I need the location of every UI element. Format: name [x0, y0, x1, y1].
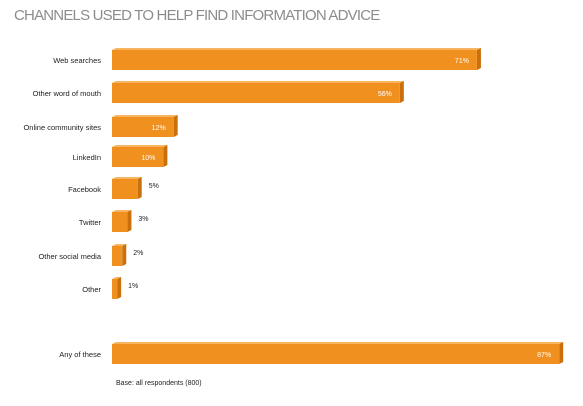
category-label: Other word of mouth [33, 89, 101, 98]
category-label: Other [82, 285, 101, 294]
bar [112, 279, 118, 299]
bar-side-face [476, 48, 481, 70]
bar [112, 117, 174, 137]
category-label: Online community sites [23, 123, 101, 132]
bar-side-face [117, 277, 122, 299]
bar [112, 344, 560, 364]
bar-top-face [112, 277, 122, 279]
bar-side-face [399, 81, 404, 103]
bar [112, 179, 138, 199]
value-label: 10% [141, 155, 155, 162]
chart-title: CHANNELS USED TO HELP FIND INFORMATION A… [14, 7, 380, 24]
bar-top-face [112, 210, 132, 212]
bar [112, 50, 477, 70]
bar-side-face [559, 342, 564, 364]
bar-side-face [122, 244, 127, 266]
category-label: Any of these [59, 350, 101, 359]
category-label: Twitter [79, 218, 102, 227]
value-label: 71% [455, 58, 469, 65]
bar-side-face [163, 145, 168, 167]
value-label: 87% [537, 352, 551, 359]
bar-side-face [173, 115, 178, 137]
value-label: 5% [149, 183, 159, 190]
value-label: 2% [133, 250, 143, 257]
value-label: 1% [128, 283, 138, 290]
bar-top-face [112, 244, 127, 246]
value-label: 56% [378, 91, 392, 98]
category-label: Other social media [38, 252, 101, 261]
bar [112, 246, 123, 266]
bar-side-face [127, 210, 132, 232]
bar-top-face [112, 177, 142, 179]
bar-side-face [137, 177, 142, 199]
bar [112, 83, 400, 103]
bar [112, 212, 128, 232]
bar-top-face [112, 145, 168, 147]
bar-top-face [112, 115, 178, 117]
value-label: 3% [138, 216, 148, 223]
bar-top-face [112, 48, 481, 50]
category-label: Web searches [53, 56, 101, 65]
value-label: 12% [152, 125, 166, 132]
bar [112, 147, 164, 167]
category-label: Facebook [68, 185, 101, 194]
base-footnote: Base: all respondents (800) [116, 380, 202, 387]
bar-top-face [112, 342, 564, 344]
category-label: LinkedIn [73, 153, 101, 162]
bar-top-face [112, 81, 404, 83]
